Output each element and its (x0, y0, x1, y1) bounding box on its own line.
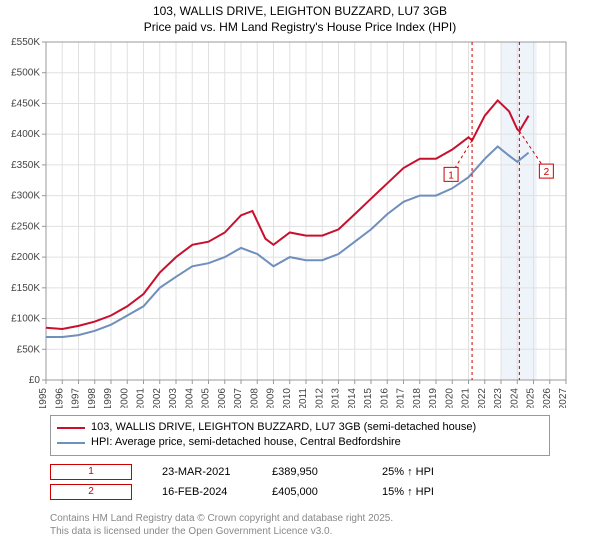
svg-text:2025: 2025 (526, 388, 537, 408)
svg-text:£200K: £200K (11, 252, 40, 263)
svg-text:1995: 1995 (38, 388, 49, 408)
marker-price: £389,950 (272, 466, 352, 478)
svg-text:£0: £0 (29, 375, 41, 386)
svg-text:2016: 2016 (379, 388, 390, 408)
svg-text:2004: 2004 (184, 388, 195, 408)
marker-row: 1 23-MAR-2021 £389,950 25% ↑ HPI (50, 464, 550, 480)
marker-delta: 15% ↑ HPI (382, 486, 462, 498)
legend-swatch (57, 427, 85, 429)
line-chart-svg: £0 £50K £100K £150K £200K £250K £300K £350K £400… (0, 38, 580, 408)
marker-date: 16-FEB-2024 (162, 486, 242, 498)
marker-badge: 2 (50, 484, 132, 500)
chart-area: £0 £50K £100K £150K £200K £250K £300K £350K £400… (0, 38, 600, 408)
marker-badge: 1 (50, 464, 132, 480)
chart-titles: 103, WALLIS DRIVE, LEIGHTON BUZZARD, LU7… (0, 0, 600, 35)
marker-table: 1 23-MAR-2021 £389,950 25% ↑ HPI 2 16-FEB-202… (50, 460, 550, 504)
legend-label: 103, WALLIS DRIVE, LEIGHTON BUZZARD, LU7… (91, 420, 476, 435)
credits-line-2: This data is licensed under the Open Gov… (50, 525, 560, 538)
svg-text:2001: 2001 (136, 388, 147, 408)
title-line-2: Price paid vs. HM Land Registry's House … (0, 20, 600, 36)
svg-text:1997: 1997 (71, 388, 82, 408)
svg-text:2005: 2005 (201, 388, 212, 408)
title-line-1: 103, WALLIS DRIVE, LEIGHTON BUZZARD, LU7… (0, 4, 600, 20)
svg-text:2020: 2020 (444, 388, 455, 408)
svg-text:2015: 2015 (363, 388, 374, 408)
legend-label: HPI: Average price, semi-detached house,… (91, 435, 401, 450)
svg-text:£550K: £550K (11, 38, 40, 48)
svg-text:2018: 2018 (412, 388, 423, 408)
svg-text:2012: 2012 (314, 388, 325, 408)
credits: Contains HM Land Registry data © Crown c… (50, 512, 560, 538)
svg-text:1: 1 (448, 170, 454, 181)
svg-text:£500K: £500K (11, 68, 40, 79)
legend-swatch (57, 442, 85, 444)
svg-text:2000: 2000 (119, 388, 130, 408)
svg-text:2023: 2023 (493, 388, 504, 408)
svg-text:1999: 1999 (103, 388, 114, 408)
svg-text:£100K: £100K (11, 314, 40, 325)
legend-row: 103, WALLIS DRIVE, LEIGHTON BUZZARD, LU7… (57, 420, 543, 435)
svg-text:1996: 1996 (54, 388, 65, 408)
svg-text:£450K: £450K (11, 98, 40, 109)
svg-text:2027: 2027 (558, 388, 569, 408)
svg-text:2021: 2021 (461, 388, 472, 408)
legend-row: HPI: Average price, semi-detached house,… (57, 435, 543, 450)
svg-text:2026: 2026 (542, 388, 553, 408)
svg-text:£250K: £250K (11, 221, 40, 232)
svg-text:2011: 2011 (298, 388, 309, 408)
svg-text:£300K: £300K (11, 191, 40, 202)
svg-text:£150K: £150K (11, 283, 40, 294)
svg-text:2022: 2022 (477, 388, 488, 408)
svg-text:2010: 2010 (282, 388, 293, 408)
svg-text:2017: 2017 (396, 388, 407, 408)
svg-text:2009: 2009 (266, 388, 277, 408)
svg-text:1998: 1998 (87, 388, 98, 408)
svg-text:£350K: £350K (11, 160, 40, 171)
svg-text:2024: 2024 (509, 388, 520, 408)
legend: 103, WALLIS DRIVE, LEIGHTON BUZZARD, LU7… (50, 415, 550, 456)
svg-text:2014: 2014 (347, 388, 358, 408)
svg-text:2019: 2019 (428, 388, 439, 408)
svg-text:2007: 2007 (233, 388, 244, 408)
marker-delta: 25% ↑ HPI (382, 466, 462, 478)
marker-price: £405,000 (272, 486, 352, 498)
marker-row: 2 16-FEB-2024 £405,000 15% ↑ HPI (50, 484, 550, 500)
marker-date: 23-MAR-2021 (162, 466, 242, 478)
credits-line-1: Contains HM Land Registry data © Crown c… (50, 512, 560, 525)
svg-text:2008: 2008 (249, 388, 260, 408)
svg-text:2002: 2002 (152, 388, 163, 408)
svg-text:2003: 2003 (168, 388, 179, 408)
svg-text:2006: 2006 (217, 388, 228, 408)
svg-text:£50K: £50K (17, 344, 41, 355)
svg-text:£400K: £400K (11, 129, 40, 140)
svg-text:2013: 2013 (331, 388, 342, 408)
svg-text:2: 2 (544, 167, 550, 178)
